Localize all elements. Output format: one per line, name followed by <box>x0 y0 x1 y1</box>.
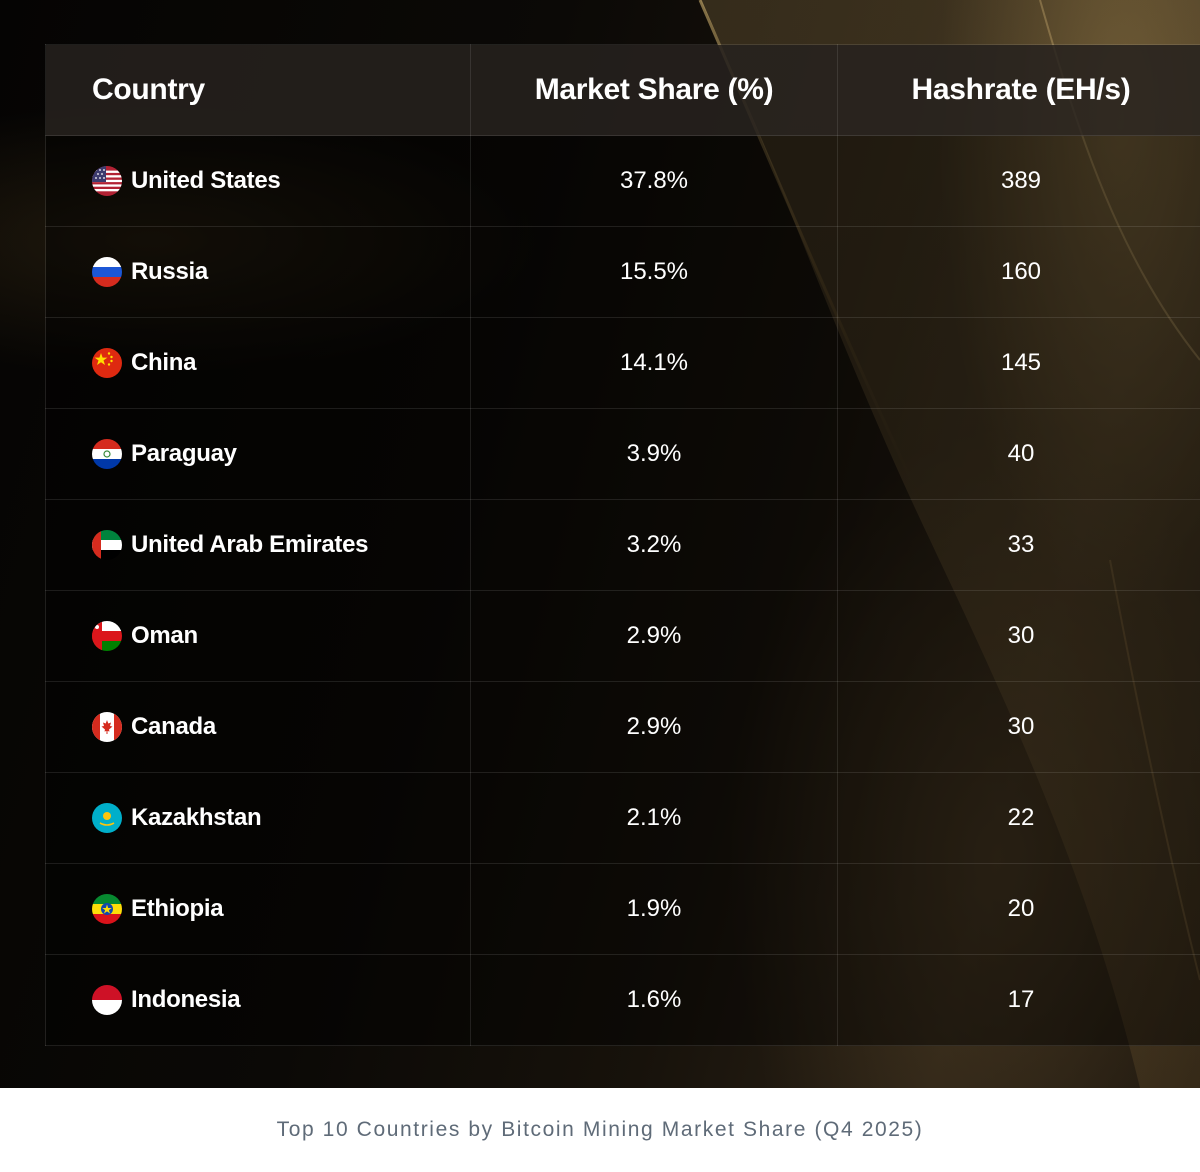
ethiopia-flag-icon <box>92 894 122 924</box>
table-row: United States 37.8% 389 <box>45 135 1200 227</box>
market-share-cell: 2.9% <box>470 681 838 773</box>
market-share-cell: 3.9% <box>470 408 838 500</box>
table-row: Canada 2.9% 30 <box>45 681 1200 773</box>
country-name: Indonesia <box>131 986 241 1013</box>
market-share-cell: 2.9% <box>470 590 838 682</box>
country-cell: Indonesia <box>45 954 471 1046</box>
hashrate-cell: 30 <box>837 681 1200 773</box>
country-cell: Kazakhstan <box>45 772 471 864</box>
country-name: United States <box>131 167 281 194</box>
market-share-cell: 2.1% <box>470 772 838 864</box>
us-flag-icon <box>92 166 122 196</box>
header-market-share: Market Share (%) <box>470 44 838 136</box>
market-share-cell: 3.2% <box>470 499 838 591</box>
country-cell: United Arab Emirates <box>45 499 471 591</box>
hashrate-cell: 17 <box>837 954 1200 1046</box>
hashrate-cell: 145 <box>837 317 1200 409</box>
market-share-cell: 1.6% <box>470 954 838 1046</box>
oman-flag-icon <box>92 621 122 651</box>
country-cell: Russia <box>45 226 471 318</box>
table-row: Ethiopia 1.9% 20 <box>45 863 1200 955</box>
country-cell: United States <box>45 135 471 227</box>
header-country: Country <box>45 44 471 136</box>
hashrate-cell: 30 <box>837 590 1200 682</box>
russia-flag-icon <box>92 257 122 287</box>
mining-market-share-table: Country Market Share (%) Hashrate (EH/s)… <box>45 44 1200 1046</box>
country-name: Canada <box>131 713 216 740</box>
country-cell: Oman <box>45 590 471 682</box>
market-share-cell: 1.9% <box>470 863 838 955</box>
country-cell: Canada <box>45 681 471 773</box>
country-name: China <box>131 349 197 376</box>
table-header-row: Country Market Share (%) Hashrate (EH/s) <box>45 44 1200 136</box>
country-cell: China <box>45 317 471 409</box>
table-row: Paraguay 3.9% 40 <box>45 408 1200 500</box>
country-cell: Ethiopia <box>45 863 471 955</box>
paraguay-flag-icon <box>92 439 122 469</box>
table-row: China 14.1% 145 <box>45 317 1200 409</box>
uae-flag-icon <box>92 530 122 560</box>
indonesia-flag-icon <box>92 985 122 1015</box>
market-share-cell: 37.8% <box>470 135 838 227</box>
market-share-cell: 15.5% <box>470 226 838 318</box>
country-name: Kazakhstan <box>131 804 262 831</box>
canada-flag-icon <box>92 712 122 742</box>
country-name: United Arab Emirates <box>131 531 369 558</box>
header-hashrate: Hashrate (EH/s) <box>837 44 1200 136</box>
hashrate-cell: 33 <box>837 499 1200 591</box>
hashrate-cell: 40 <box>837 408 1200 500</box>
table-row: United Arab Emirates 3.2% 33 <box>45 499 1200 591</box>
kazakhstan-flag-icon <box>92 803 122 833</box>
table-row: Oman 2.9% 30 <box>45 590 1200 682</box>
hashrate-cell: 22 <box>837 772 1200 864</box>
hashrate-cell: 20 <box>837 863 1200 955</box>
country-cell: Paraguay <box>45 408 471 500</box>
country-name: Ethiopia <box>131 895 224 922</box>
hashrate-cell: 160 <box>837 226 1200 318</box>
table-row: Kazakhstan 2.1% 22 <box>45 772 1200 864</box>
table-row: Indonesia 1.6% 17 <box>45 954 1200 1046</box>
country-name: Paraguay <box>131 440 237 467</box>
country-name: Russia <box>131 258 208 285</box>
table-panel: Country Market Share (%) Hashrate (EH/s)… <box>0 0 1200 1088</box>
market-share-cell: 14.1% <box>470 317 838 409</box>
china-flag-icon <box>92 348 122 378</box>
table-row: Russia 15.5% 160 <box>45 226 1200 318</box>
country-name: Oman <box>131 622 198 649</box>
figure-caption: Top 10 Countries by Bitcoin Mining Marke… <box>276 1118 924 1141</box>
hashrate-cell: 389 <box>837 135 1200 227</box>
